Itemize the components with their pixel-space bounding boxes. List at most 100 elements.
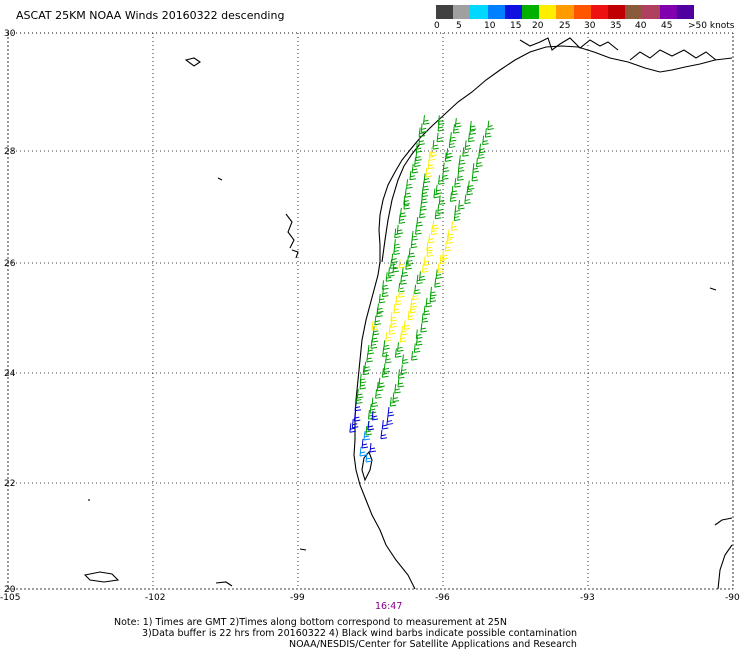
latitude-label: 30	[4, 29, 16, 39]
wind-barb	[402, 354, 408, 363]
wind-barb	[370, 443, 376, 452]
bay-inlets	[630, 50, 716, 60]
inland-lake	[292, 250, 298, 258]
wind-barb	[387, 416, 393, 425]
wind-barb	[453, 124, 459, 133]
time-label: 16:47	[375, 601, 402, 612]
wind-barb	[447, 234, 453, 243]
wind-barb	[465, 195, 471, 204]
wind-barb	[360, 380, 366, 389]
wind-barb	[371, 339, 377, 348]
wind-barb	[417, 217, 423, 226]
wind-barb	[360, 447, 366, 456]
wind-barb	[384, 340, 390, 349]
wind-barb	[398, 342, 404, 351]
wind-barb	[468, 181, 474, 190]
wind-barb	[421, 323, 427, 332]
wind-barb	[450, 132, 456, 141]
wind-barb	[459, 200, 465, 209]
wind-barb	[394, 239, 400, 248]
reef	[300, 549, 306, 550]
wind-barb	[405, 188, 411, 197]
wind-barb	[388, 407, 394, 416]
wind-barb	[410, 304, 416, 313]
wind-barb	[436, 270, 442, 279]
wind-barb	[436, 185, 442, 194]
latitude-label: 22	[4, 479, 15, 489]
wind-barb	[384, 363, 390, 372]
wind-barb	[393, 393, 399, 402]
note-line-3: NOAA/NESDIS/Center for Satellite Applica…	[289, 639, 577, 650]
wind-barbs	[350, 115, 494, 462]
wind-barb	[415, 158, 421, 167]
wind-barb	[399, 288, 405, 297]
wind-barb	[424, 256, 430, 265]
wind-barb	[368, 410, 374, 419]
wind-barb	[397, 225, 403, 234]
wind-barb	[357, 389, 363, 398]
wind-barb	[447, 148, 453, 157]
wind-barb	[356, 395, 362, 404]
wind-barb	[437, 133, 443, 142]
wind-barb	[431, 226, 437, 235]
inland-lake	[186, 58, 200, 66]
wind-barb	[459, 155, 465, 164]
wind-barb	[399, 259, 405, 268]
wind-barb	[412, 231, 418, 240]
wind-barb	[377, 303, 383, 312]
wind-barb	[430, 293, 436, 302]
wind-barb	[426, 298, 432, 307]
wind-barb	[372, 398, 378, 407]
wind-barb	[379, 378, 385, 387]
wind-barb	[433, 220, 439, 229]
wind-barb	[450, 192, 456, 201]
wind-barb	[419, 271, 425, 280]
wind-barb	[443, 163, 449, 172]
wind-barb	[435, 278, 441, 287]
wind-barb	[455, 118, 461, 127]
wind-barb	[419, 136, 425, 145]
wind-barb	[430, 287, 436, 296]
wind-map: 302826242220-105 -102 -99 -96 -93 -90	[0, 0, 740, 650]
wind-barb	[413, 291, 419, 300]
wind-barb	[479, 149, 485, 158]
wind-barb	[398, 378, 404, 387]
longitude-label: -96	[435, 593, 450, 603]
wind-barb	[368, 421, 374, 430]
wind-barb	[424, 174, 430, 183]
wind-barb	[415, 285, 421, 294]
inland-lake	[218, 178, 222, 180]
note-line-1: Note: 1) Times are GMT 2)Times along bot…	[114, 617, 507, 628]
lat-lon-grid	[8, 33, 733, 589]
wind-barb	[365, 362, 371, 371]
axis-labels: 302826242220-105 -102 -99 -96 -93 -90	[0, 29, 740, 603]
wind-barb	[416, 152, 422, 161]
wind-barb	[399, 214, 405, 223]
wind-barb	[476, 158, 482, 167]
wind-barb	[449, 139, 455, 148]
wind-barb	[412, 164, 418, 173]
reef	[710, 288, 716, 290]
longitude-label: -90	[725, 593, 740, 603]
wind-barb	[428, 160, 434, 169]
wind-barb	[367, 353, 373, 362]
wind-barb	[362, 439, 368, 448]
wind-barb	[404, 320, 410, 329]
wind-barb	[454, 212, 460, 221]
inland-lake	[85, 572, 118, 582]
yucatan-coast	[718, 545, 732, 589]
wind-barb	[427, 247, 433, 256]
wind-barb	[373, 326, 379, 335]
wind-barb	[416, 225, 422, 234]
wind-barb	[394, 245, 400, 254]
inland-lake	[216, 582, 232, 586]
longitude-label: -102	[145, 593, 165, 603]
wind-barb	[451, 221, 457, 230]
longitude-label: -99	[290, 593, 305, 603]
wind-barb	[429, 234, 435, 243]
wind-barb	[395, 348, 401, 357]
map-frame	[8, 33, 733, 589]
wind-barb	[467, 186, 473, 195]
wind-barb	[438, 263, 444, 272]
latitude-label: 28	[4, 147, 16, 157]
